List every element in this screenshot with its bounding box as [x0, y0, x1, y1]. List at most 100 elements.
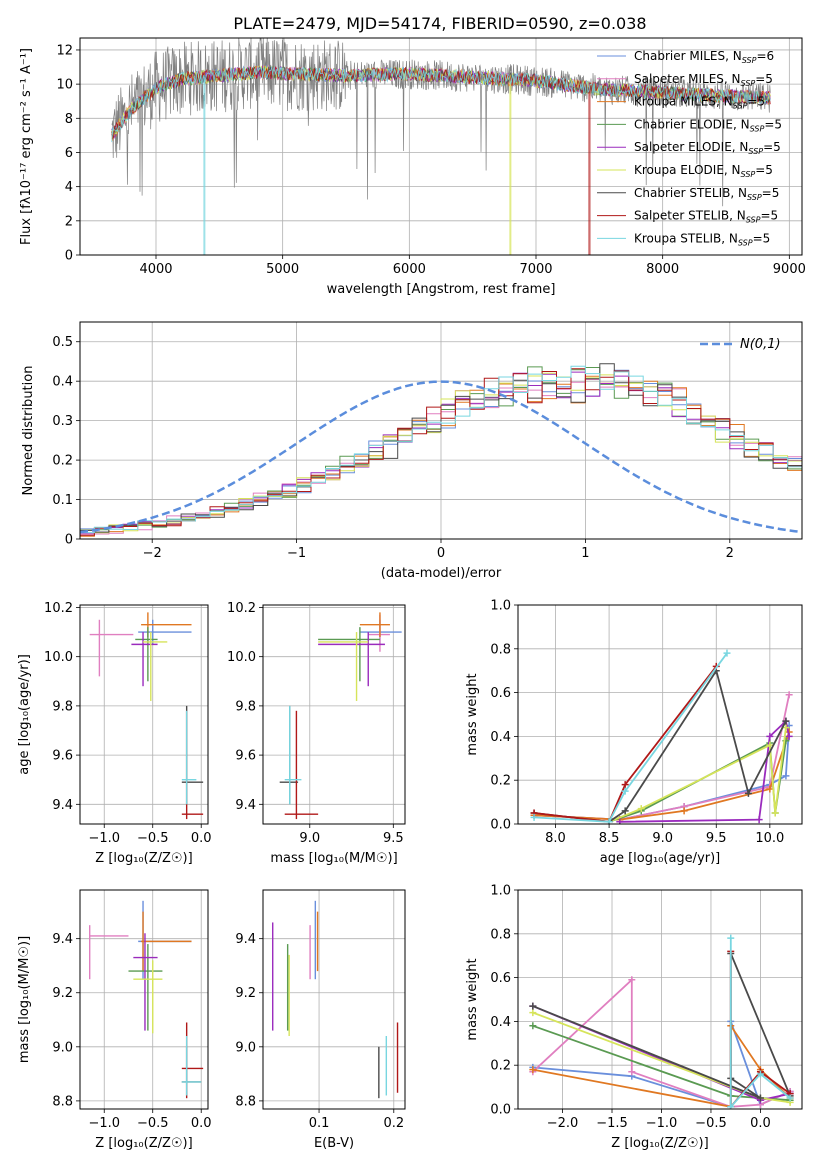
plot-area: [529, 934, 794, 1109]
error-bar: [131, 632, 158, 687]
weight-marker: [680, 807, 688, 815]
weight-marker: [782, 724, 790, 732]
panel-weight-vs-Z: −2.0 −1.5 −1.0 −0.5 0.0 0.0 0.2 0.4 0.6 0.8 1.0 Z […: [465, 884, 803, 1151]
x-tick-label: 10.0: [755, 831, 784, 846]
figure-title: PLATE=2479, MJD=54174, FIBERID=0590, z=0…: [233, 14, 646, 33]
legend-label: N(0,1): [740, 337, 781, 352]
weight-marker: [766, 741, 774, 749]
panel-weight-vs-age: 8.0 8.5 9.0 9.5 10.0 0.0 0.2 0.4 0.6 0.8 1.0 age [l…: [465, 599, 803, 866]
error-bar: [133, 960, 163, 1034]
y-axis-label: age [log₁₀(age/yr)]: [17, 654, 32, 775]
x-axis-label: Z [log₁₀(Z/Z☉)]: [95, 851, 192, 866]
weight-marker: [727, 934, 735, 942]
plot-area: [88, 900, 204, 1099]
weight-marker: [785, 732, 793, 740]
y-tick-label: 0.4: [490, 1015, 511, 1030]
y-axis-label: mass weight: [465, 673, 480, 755]
axes-frame: [79, 889, 209, 1110]
y-tick-label: 8: [65, 112, 73, 127]
weight-marker: [529, 1002, 537, 1010]
y-tick-label: 9.0: [235, 1040, 256, 1055]
x-axis-label: Z [log₁₀(Z/Z☉)]: [95, 1136, 192, 1151]
y-axis-label: mass weight: [465, 958, 480, 1040]
legend-label: Kroupa MILES, NSSP=5: [634, 95, 765, 111]
plot-area: [89, 612, 204, 820]
axes-frame: [79, 37, 803, 256]
x-tick-label: 5000: [266, 262, 299, 277]
error-bar: [88, 925, 129, 980]
y-tick-label: 0.4: [52, 375, 73, 390]
weight-line: [532, 977, 791, 1108]
axes-frame: [79, 321, 803, 540]
legend-label: Salpeter ELODIE, NSSP=5: [634, 140, 781, 156]
weight-marker: [529, 1066, 537, 1074]
y-tick-label: 1.0: [490, 599, 511, 614]
x-tick-label: −0.5: [695, 1116, 727, 1131]
weight-line: [533, 665, 718, 823]
panel-mass-vs-Z: −1.0 −0.5 0.0 8.8 9.0 9.2 9.4 Z [log₁₀(Z/Z☉)] ma…: [17, 889, 212, 1151]
y-tick-label: 0.5: [52, 335, 73, 350]
legend-label: Kroupa ELODIE, NSSP=5: [634, 163, 773, 179]
y-tick-label: 9.4: [52, 932, 73, 947]
weight-marker: [628, 976, 636, 984]
x-tick-label: −1: [287, 546, 306, 561]
error-bar: [141, 911, 192, 972]
y-axis-label: mass [log₁₀(M/M☉)]: [17, 936, 32, 1063]
y-tick-label: 9.2: [52, 986, 73, 1001]
axes-frame: [517, 889, 803, 1110]
y-tick-label: 10.0: [227, 650, 256, 665]
x-axis-label: wavelength [Angstrom, rest frame]: [327, 282, 556, 297]
error-bar: [138, 900, 192, 980]
panel-mass-vs-EBV: 0.1 0.2 8.8 9.0 9.2 9.4 E(B-V): [235, 889, 406, 1151]
y-tick-label: 0: [65, 249, 73, 264]
x-tick-label: 2: [726, 546, 734, 561]
y-tick-label: 9.2: [235, 986, 256, 1001]
y-tick-label: 4: [65, 180, 73, 195]
x-tick-label: 9.0: [299, 831, 320, 846]
x-tick-label: 9.5: [383, 831, 404, 846]
weight-marker: [621, 787, 629, 795]
error-bar: [135, 627, 158, 682]
y-tick-label: 10.2: [44, 601, 73, 616]
y-tick-label: 0: [65, 533, 73, 548]
y-tick-label: 0.6: [490, 686, 511, 701]
y-tick-label: 9.8: [52, 699, 73, 714]
y-tick-label: 0.2: [490, 1059, 511, 1074]
y-tick-label: 1.0: [490, 884, 511, 899]
x-tick-label: 0.2: [383, 1116, 404, 1131]
weight-line: [534, 652, 728, 823]
axes-frame: [262, 889, 406, 1110]
y-tick-label: 0.2: [52, 454, 73, 469]
x-tick-label: −1.0: [646, 1116, 678, 1131]
x-axis-label: (data-model)/error: [381, 566, 502, 581]
x-tick-label: 0.0: [191, 1116, 212, 1131]
y-tick-label: 9.4: [235, 798, 256, 813]
y-tick-label: 6: [65, 146, 73, 161]
x-tick-label: 0.0: [191, 831, 212, 846]
weight-marker: [786, 1094, 794, 1102]
y-tick-label: 0.0: [490, 1103, 511, 1118]
spectrum-legend: Chabrier MILES, NSSP=6 Salpeter MILES, NS…: [597, 49, 782, 247]
y-tick-label: 0.4: [490, 730, 511, 745]
x-tick-label: 6000: [393, 262, 426, 277]
weight-marker: [727, 1103, 735, 1109]
y-tick-label: 9.6: [235, 749, 256, 764]
legend-label: Salpeter STELIB, NSSP=5: [634, 209, 778, 225]
plot-area: [272, 900, 399, 1099]
x-tick-label: 1: [581, 546, 589, 561]
error-bar: [359, 612, 390, 637]
error-bar: [318, 632, 385, 687]
axes-frame: [517, 604, 803, 825]
error-bar: [181, 1036, 202, 1096]
x-tick-label: 8000: [646, 262, 679, 277]
legend-label: Chabrier ELODIE, NSSP=5: [634, 117, 782, 133]
y-tick-label: 0.3: [52, 414, 73, 429]
weight-marker: [756, 1094, 764, 1102]
weight-marker: [621, 807, 629, 815]
weight-marker: [621, 781, 629, 789]
error-bar: [359, 619, 402, 645]
weight-line: [534, 731, 790, 821]
x-tick-label: 4000: [139, 262, 172, 277]
plot-area: [279, 612, 402, 820]
error-bar: [318, 632, 369, 701]
